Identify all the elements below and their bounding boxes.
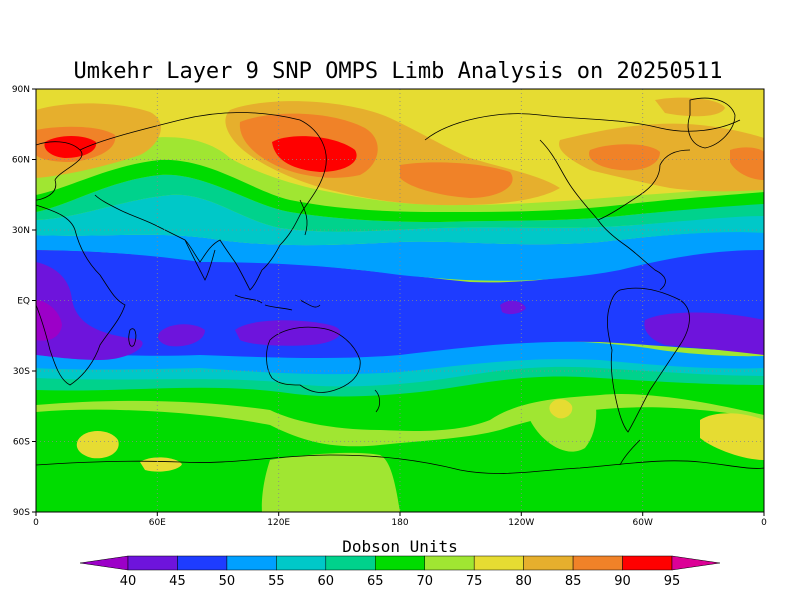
graticule xyxy=(36,89,764,512)
coast-madagascar xyxy=(128,328,137,347)
map-area: 90N 60N 30N EQ 30S 60S 90S 0 60E 120E 18… xyxy=(12,85,767,528)
colorbar-title: Dobson Units xyxy=(342,537,458,556)
colorbar-swatch xyxy=(523,555,574,571)
contour-band-50-equatorial xyxy=(36,249,764,359)
colorbar-level-label: 50 xyxy=(219,574,236,589)
contour-band-90-north-east-2 xyxy=(730,147,764,180)
colorbar-swatch xyxy=(424,555,475,571)
lon-label: 120W xyxy=(508,518,534,528)
contour-band-55-north xyxy=(36,231,764,281)
colorbar-level-label: 75 xyxy=(466,574,483,589)
contour-band-65-north xyxy=(36,174,764,232)
coast-asia xyxy=(79,112,327,291)
contour-band-45-central xyxy=(500,300,526,315)
lon-label: 180 xyxy=(391,518,408,528)
colorbar-level-label: 55 xyxy=(268,574,285,589)
lat-labels: 90N 60N 30N EQ 30S 60S 90S xyxy=(12,85,30,518)
contour-band-90-pacific xyxy=(400,162,513,198)
contour-band-40-west xyxy=(36,300,62,341)
lat-label: 90N xyxy=(12,85,30,95)
colorbar-swatch xyxy=(375,555,425,571)
lon-label: 60W xyxy=(633,518,653,528)
contour-band-45-indian xyxy=(158,324,205,347)
contour-band-70-north xyxy=(36,159,764,222)
coast-new-zealand xyxy=(374,389,381,413)
lat-label: 30S xyxy=(13,367,30,377)
coast-greenland xyxy=(687,97,736,149)
lat-label: 90S xyxy=(13,508,30,518)
lat-label: 30N xyxy=(12,226,30,236)
contour-band-45-pacific xyxy=(235,320,341,346)
contour-band-60-north xyxy=(36,194,764,246)
lat-label: 60N xyxy=(12,156,30,166)
coast-indonesia xyxy=(234,294,321,311)
colorbar-swatch xyxy=(127,555,178,571)
colorbar-swatch xyxy=(226,555,277,571)
colorbar-level-label: 65 xyxy=(367,574,384,589)
contour-band-70-south-east xyxy=(490,470,764,512)
contour-band-80-south-west xyxy=(76,431,119,459)
map-title: Umkehr Layer 9 SNP OMPS Limb Analysis on… xyxy=(73,59,722,84)
colorbar-end-low xyxy=(79,555,129,571)
colorbar-swatch xyxy=(473,555,524,571)
lon-labels: 0 60E 120E 180 120W 60W 0 xyxy=(33,518,767,528)
colorbar-level-label: 85 xyxy=(565,574,582,589)
tick-marks xyxy=(32,88,765,516)
colorbar-level-label: 70 xyxy=(416,574,433,589)
colorbar-swatch xyxy=(622,555,673,571)
lon-label: 0 xyxy=(33,518,39,528)
colorbar: Dobson Units 40 45 50 55 60 65 70 75 80 85 90 95 xyxy=(79,537,721,589)
coast-india xyxy=(184,239,216,281)
contour-band-45-west xyxy=(36,262,143,360)
lat-label: 60S xyxy=(13,438,30,448)
coast-japan xyxy=(299,199,308,236)
colorbar-swatch xyxy=(325,555,376,571)
coast-south-america xyxy=(606,287,690,433)
colorbar-level-label: 90 xyxy=(614,574,631,589)
coast-australia xyxy=(266,326,361,393)
colorbar-labels: 40 45 50 55 60 65 70 75 80 85 90 95 xyxy=(120,574,681,589)
colorbar-swatch xyxy=(276,555,327,571)
contour-band-80-south-east-2 xyxy=(700,413,764,460)
colorbar-level-label: 45 xyxy=(169,574,186,589)
contour-band-65-mid-south xyxy=(36,363,764,397)
colorbar-swatch xyxy=(572,555,623,571)
coast-north-america xyxy=(424,113,741,291)
lon-label: 0 xyxy=(761,518,767,528)
colorbar-level-label: 60 xyxy=(318,574,335,589)
colorbar-level-label: 80 xyxy=(515,574,532,589)
colorbar-level-label: 95 xyxy=(664,574,681,589)
colorbar-swatch xyxy=(177,555,228,571)
colorbar-end-high xyxy=(671,555,721,571)
contour-band-45-east xyxy=(644,312,764,355)
lon-label: 120E xyxy=(267,518,290,528)
colorbar-level-label: 40 xyxy=(120,574,137,589)
lon-label: 60E xyxy=(149,518,166,528)
coast-antarctica xyxy=(36,439,764,474)
contour-band-80-south-atlantic xyxy=(549,399,573,419)
contour-band-95-north-central xyxy=(272,136,357,172)
contour-band-85-north-east xyxy=(559,123,764,192)
lat-label: EQ xyxy=(17,297,30,307)
contour-band-90-north-east xyxy=(589,144,660,171)
colorbar-swatches xyxy=(79,555,721,571)
coastlines xyxy=(36,97,764,474)
coast-europe-africa xyxy=(36,141,126,386)
